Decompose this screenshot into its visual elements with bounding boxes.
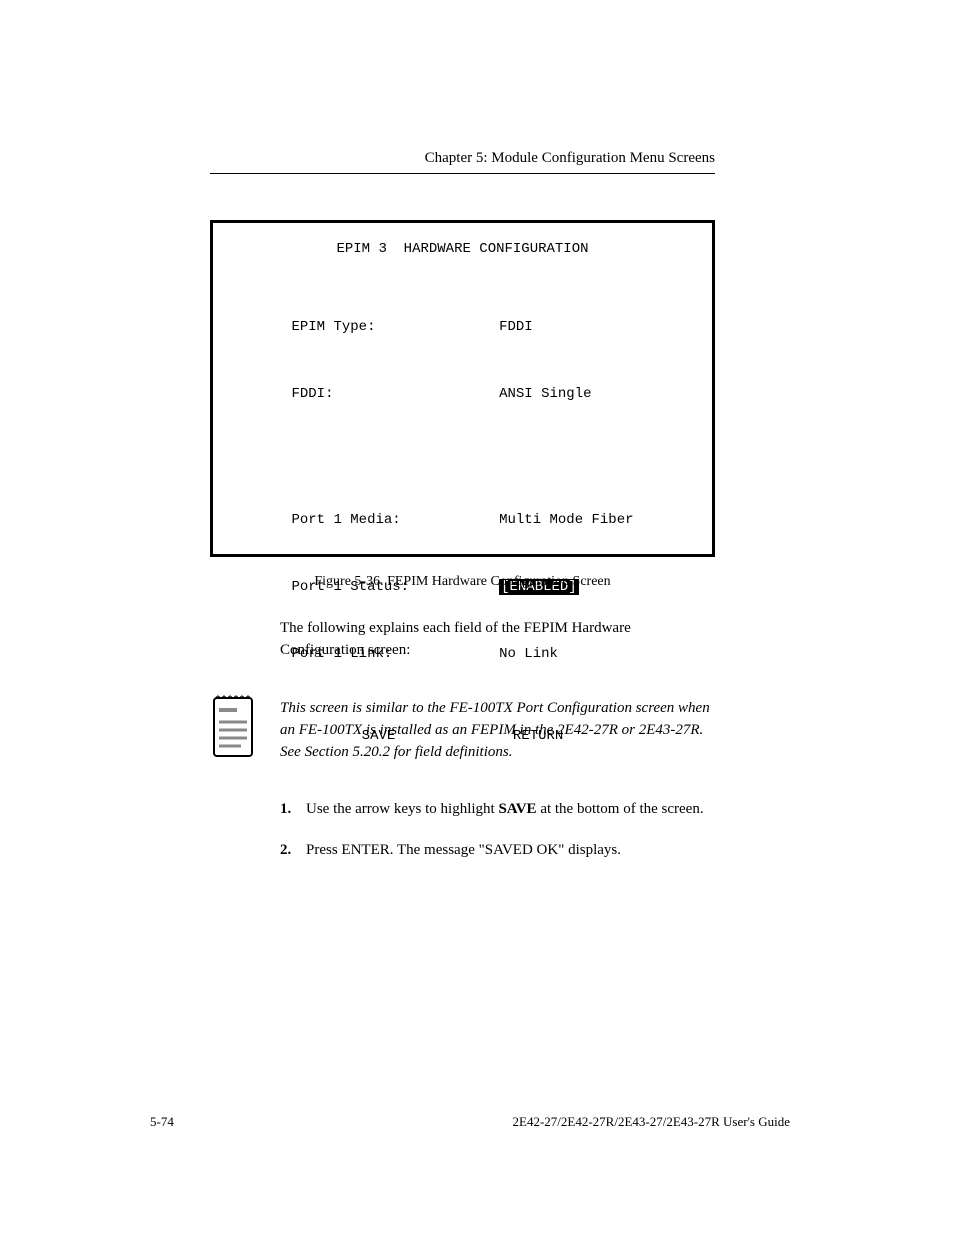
ordered-list: 1. Use the arrow keys to highlight SAVE … <box>280 798 715 879</box>
list-body-2: Press ENTER. The message "SAVED OK" disp… <box>306 839 715 862</box>
page-footer: 5-74 2E42-27/2E42-27R/2E43-27/2E43-27R U… <box>150 1114 790 1130</box>
list-item-1: 1. Use the arrow keys to highlight SAVE … <box>280 798 715 821</box>
header-rule <box>210 173 715 174</box>
page-header: Chapter 5: Module Configuration Menu Scr… <box>210 150 715 174</box>
fig-l2: FDDI: <box>291 383 409 405</box>
fig-l4: Port 1 Media: <box>291 509 409 531</box>
list-num-2: 2. <box>280 839 306 862</box>
figure-title: EPIM 3 HARDWARE CONFIGURATION <box>235 241 690 257</box>
intro-paragraph: The following explains each field of the… <box>280 618 715 662</box>
figure-caption: Figure 5-36. FEPIM Hardware Configuratio… <box>210 574 715 590</box>
li1-bold: SAVE <box>498 801 536 817</box>
page: Chapter 5: Module Configuration Menu Scr… <box>0 0 954 1235</box>
li1-part0: Use the arrow keys to highlight <box>306 801 498 817</box>
fig-spacer-2 <box>499 450 633 464</box>
fig-l1: EPIM Type: <box>291 316 409 338</box>
list-item-2: 2. Press ENTER. The message "SAVED OK" d… <box>280 839 715 862</box>
figure-box: EPIM 3 HARDWARE CONFIGURATION EPIM Type:… <box>210 220 715 557</box>
note-text: This screen is similar to the FE-100TX P… <box>280 698 715 763</box>
header-title: Chapter 5: Module Configuration Menu Scr… <box>210 150 715 167</box>
footer-page-number: 5-74 <box>150 1114 174 1130</box>
li1-part2: at the bottom of the screen. <box>537 801 704 817</box>
fig-r2: ANSI Single <box>499 383 633 405</box>
fig-r4: Multi Mode Fiber <box>499 509 633 531</box>
footer-doc-title: 2E42-27/2E42-27R/2E43-27/2E43-27R User's… <box>513 1114 790 1130</box>
list-body-1: Use the arrow keys to highlight SAVE at … <box>306 798 715 821</box>
list-num-1: 1. <box>280 798 306 821</box>
fig-r1: FDDI <box>499 316 633 338</box>
fig-spacer <box>291 450 409 464</box>
note-icon <box>213 694 253 758</box>
